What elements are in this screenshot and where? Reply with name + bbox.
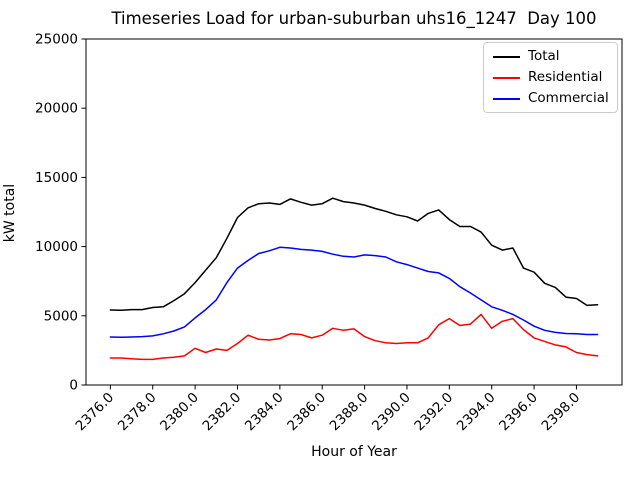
legend-item-commercial: Commercial (493, 91, 609, 106)
y-axis-label: kW total (2, 183, 18, 243)
legend: Total Residential Commercial (483, 42, 618, 113)
legend-item-residential: Residential (493, 70, 609, 85)
x-tick-label: 2392.0 (411, 390, 456, 435)
x-tick-label: 2396.0 (496, 390, 541, 435)
y-tick-label: 10000 (35, 239, 78, 255)
x-tick-label: 2394.0 (454, 390, 499, 435)
series-line-total (109, 197, 599, 312)
x-tick-label: 2382.0 (200, 390, 245, 435)
x-tick-label: 2380.0 (157, 390, 202, 435)
y-tick-label: 0 (69, 378, 78, 394)
plot-frame (85, 38, 623, 386)
series-line-commercial (109, 246, 599, 339)
legend-item-total: Total (493, 49, 609, 64)
legend-label: Commercial (528, 90, 609, 106)
y-tick-label: 25000 (35, 32, 78, 48)
x-tick-label: 2390.0 (369, 390, 414, 435)
y-tick-label: 15000 (35, 170, 78, 186)
x-tick-label: 2388.0 (327, 390, 372, 435)
x-tick-label: 2376.0 (72, 390, 117, 435)
legend-line-swatch (493, 97, 520, 100)
y-tick-label: 20000 (35, 101, 78, 117)
legend-line-swatch (493, 55, 520, 58)
x-tick-label: 2378.0 (115, 390, 160, 435)
series-line-residential (109, 313, 599, 361)
x-tick-label: 2384.0 (242, 390, 287, 435)
chart-title: Timeseries Load for urban-suburban uhs16… (111, 9, 597, 28)
legend-label: Residential (528, 69, 603, 85)
x-tick-label: 2386.0 (284, 390, 329, 435)
legend-label: Total (528, 48, 560, 64)
y-tick-label: 5000 (44, 308, 78, 324)
legend-line-swatch (493, 76, 520, 79)
x-axis-label: Hour of Year (311, 444, 397, 460)
x-tick-label: 2398.0 (539, 390, 584, 435)
